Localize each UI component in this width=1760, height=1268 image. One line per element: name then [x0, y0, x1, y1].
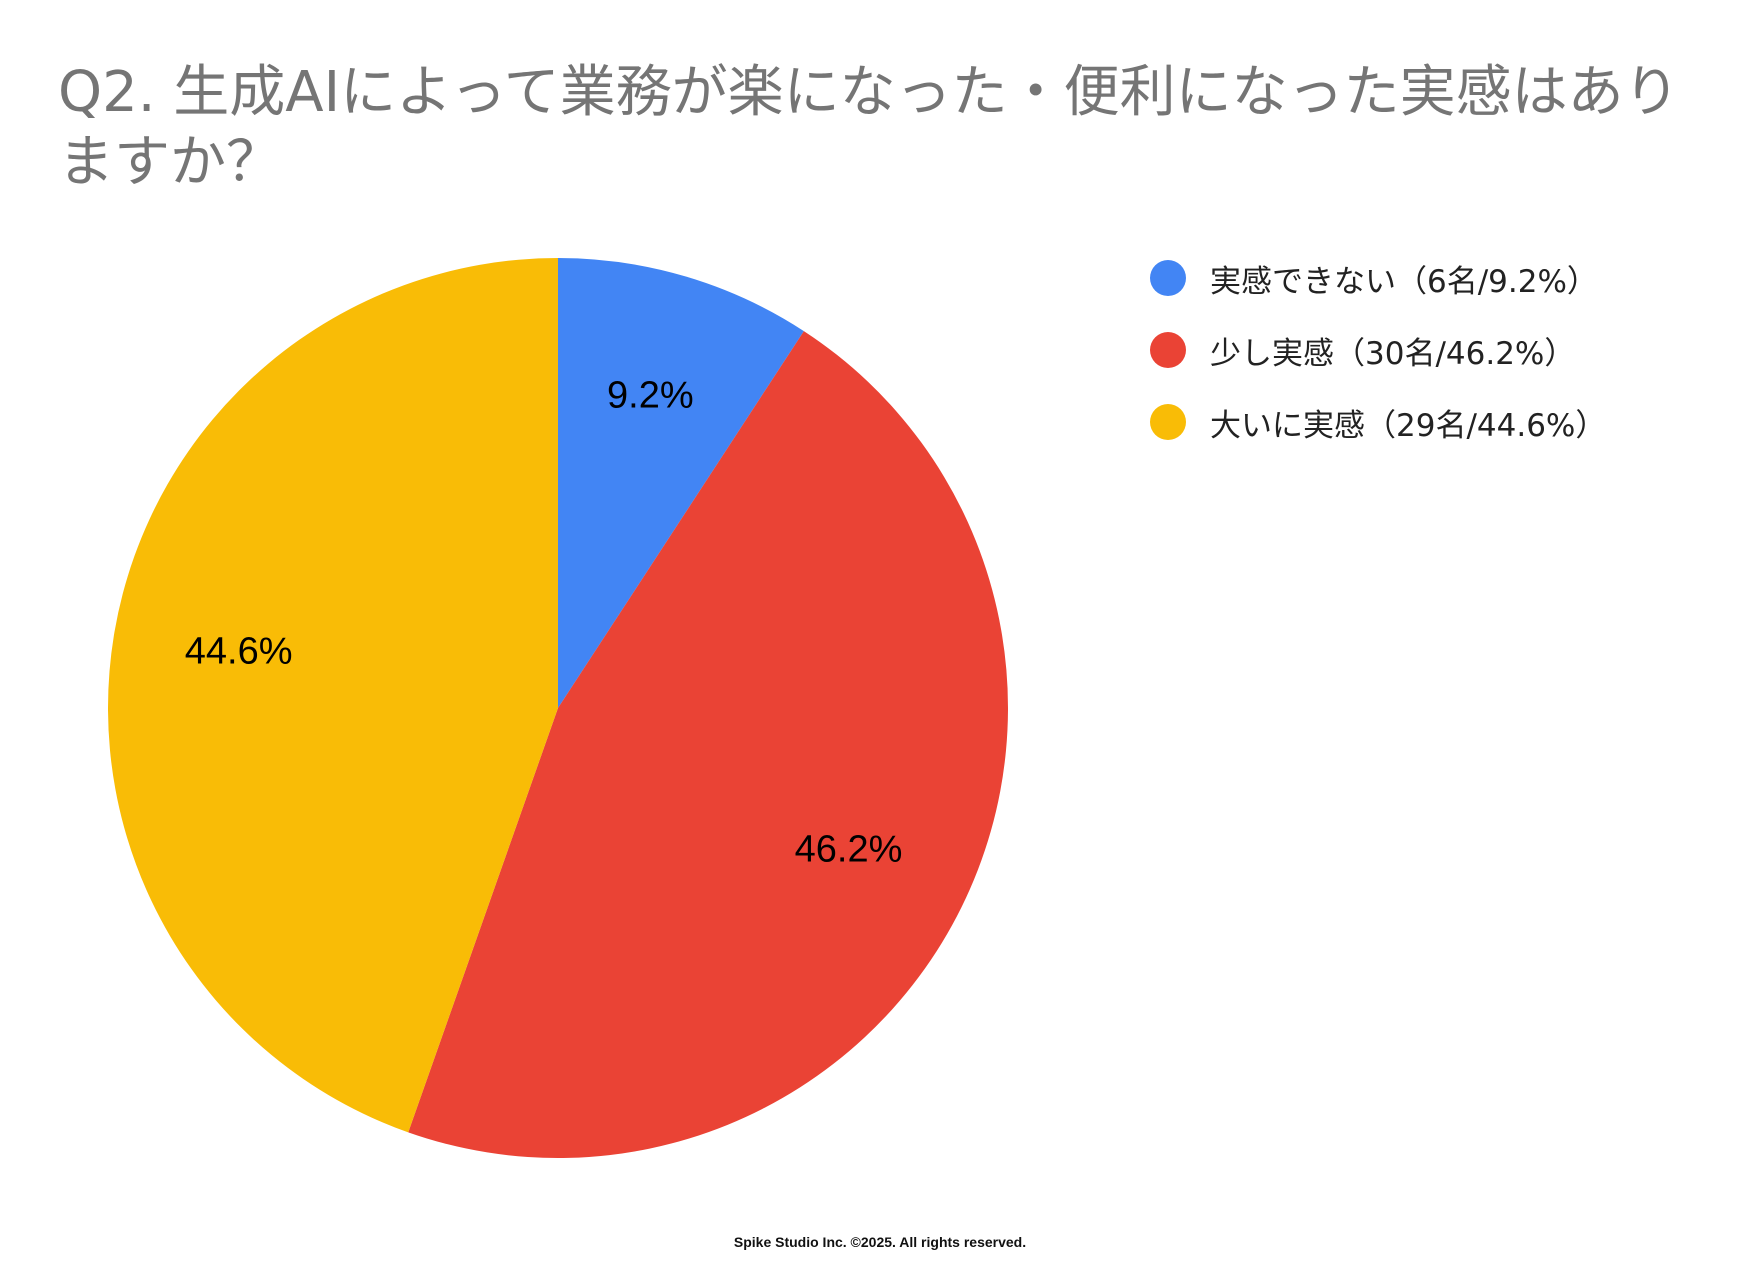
legend-swatch-0: [1150, 260, 1186, 296]
pie-labels: 9.2% 46.2% 44.6%: [185, 374, 903, 870]
slice-label-0: 9.2%: [607, 374, 694, 416]
legend-swatch-2: [1150, 404, 1186, 440]
legend-item-0: 実感できない（6名/9.2%）: [1150, 258, 1606, 300]
legend-label-1: 少し実感（30名/46.2%）: [1210, 335, 1576, 372]
legend-label-2: 大いに実感（29名/44.6%）: [1210, 407, 1607, 444]
pie-slice-2: [108, 258, 558, 1133]
slice-label-2: 44.6%: [185, 630, 293, 672]
chart-legend: 実感できない（6名/9.2%） 少し実感（30名/46.2%） 大いに実感（29名/…: [1150, 258, 1606, 474]
pie-slice-1: [408, 331, 1008, 1158]
legend-item-2: 大いに実感（29名/44.6%）: [1150, 402, 1607, 444]
slice-label-1: 46.2%: [795, 828, 903, 870]
legend-swatch-1: [1150, 332, 1186, 368]
chart-title: Q2. 生成AIによって業務が楽になった・便利になった実感はありますか？: [58, 60, 1680, 195]
copyright-footer: Spike Studio Inc. ©2025. All rights rese…: [733, 1234, 1027, 1250]
pie-slice-0: [558, 258, 804, 708]
legend-label-0: 実感できない（6名/9.2%）: [1210, 263, 1598, 300]
pie-slices: [108, 258, 1008, 1158]
legend-item-1: 少し実感（30名/46.2%）: [1150, 330, 1606, 372]
